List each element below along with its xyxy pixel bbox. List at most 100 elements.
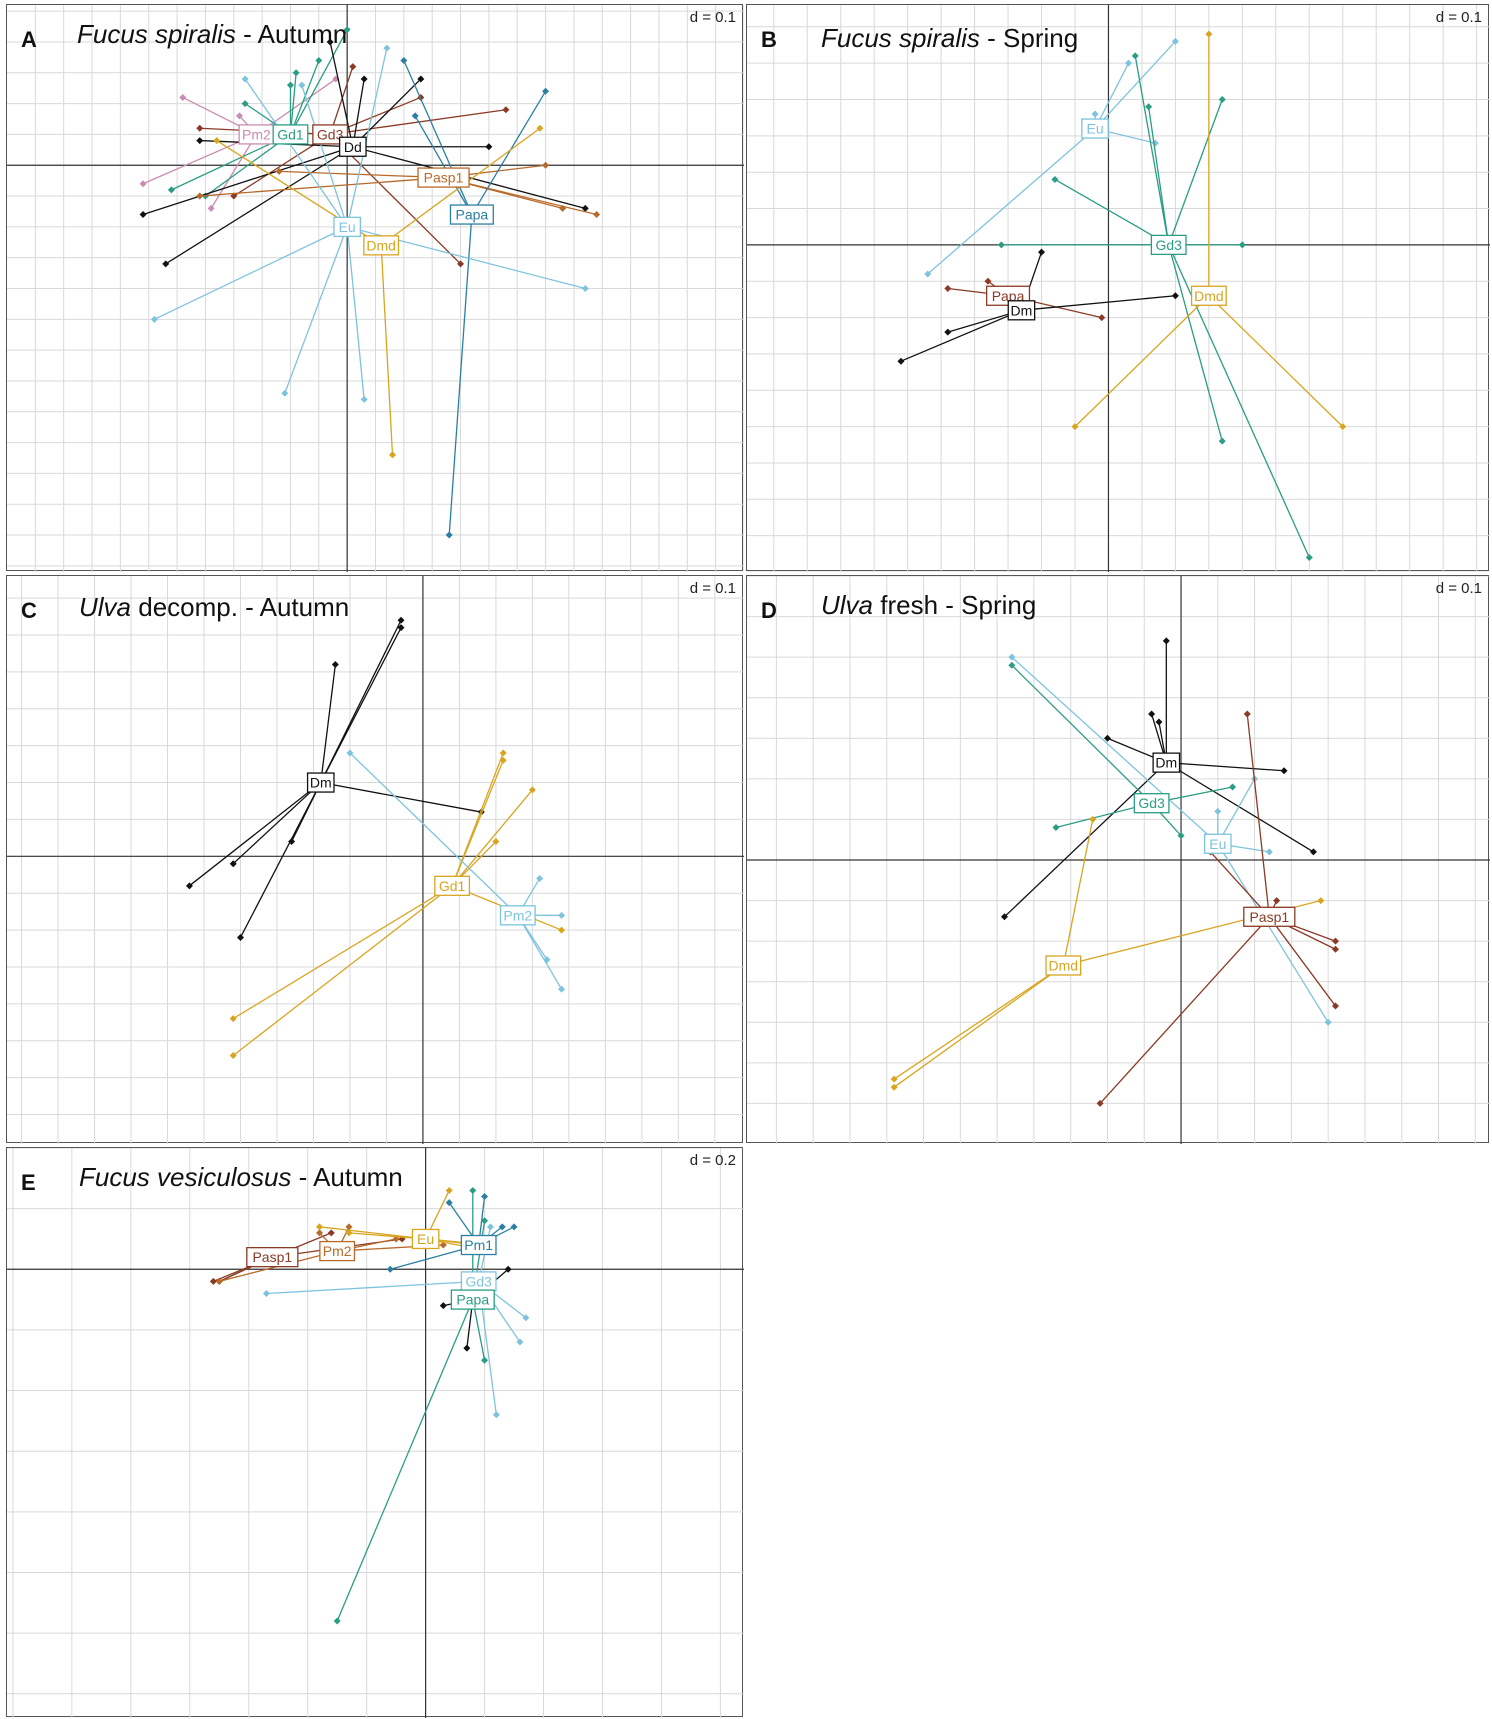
data-point xyxy=(528,786,536,794)
centroid-label: Gd3 xyxy=(312,124,349,145)
data-point xyxy=(1096,1099,1104,1107)
spider-line xyxy=(1209,851,1270,918)
data-point xyxy=(1038,248,1046,256)
data-point xyxy=(1177,832,1185,840)
data-point xyxy=(558,911,566,919)
label-box xyxy=(499,905,536,926)
centroid-label: Eu xyxy=(1081,118,1109,139)
spider-line xyxy=(1094,62,1130,129)
data-point xyxy=(463,1344,471,1352)
data-point xyxy=(536,874,544,882)
panel-d: Dm Gd3 Eu Pasp1 Dmd D Ulva fresh - Spring d … xyxy=(746,575,1490,1144)
centroid-label: Gd1 xyxy=(434,875,471,896)
data-point xyxy=(897,357,905,365)
label-text: Dmd xyxy=(366,237,396,253)
data-point xyxy=(235,112,243,120)
data-point xyxy=(185,882,193,890)
centroid-label: Pasp1 xyxy=(1243,906,1296,927)
group-Gd3 xyxy=(1008,661,1237,840)
data-point xyxy=(345,1229,353,1237)
data-point xyxy=(275,167,283,175)
data-point xyxy=(392,1235,400,1243)
data-point xyxy=(581,204,589,212)
centroid-label: Dmd xyxy=(1045,955,1082,976)
data-point xyxy=(229,1015,237,1023)
data-point xyxy=(360,395,368,403)
data-point xyxy=(890,1083,898,1091)
label-text: Gd3 xyxy=(317,126,344,142)
grid xyxy=(7,5,744,572)
centroid-label: Dd xyxy=(338,136,367,157)
data-point xyxy=(481,1217,489,1225)
spider-line xyxy=(346,226,365,400)
centroid-label: Gd1 xyxy=(272,124,309,145)
data-point xyxy=(411,112,419,120)
data-point xyxy=(492,1411,500,1419)
spider-line xyxy=(1166,761,1285,772)
centroid-label: Dmd xyxy=(1190,285,1227,306)
data-point xyxy=(1051,175,1059,183)
data-point xyxy=(439,1241,447,1249)
spider-line xyxy=(165,146,354,265)
panel-b: Eu Gd3 Dmd Papa Dm B Fucus spiralis - Spring… xyxy=(746,4,1490,572)
data-point xyxy=(1148,710,1156,718)
centroid-label: Eu xyxy=(411,1228,440,1250)
data-point xyxy=(1332,937,1340,945)
data-point xyxy=(997,241,1005,249)
spider-line xyxy=(517,914,563,990)
label-text: Papa xyxy=(456,207,489,223)
spider-line xyxy=(1208,295,1344,428)
spider-line xyxy=(320,627,402,783)
spider-line xyxy=(1134,55,1170,245)
spider-line xyxy=(893,964,1064,1080)
data-point xyxy=(398,1235,406,1243)
spider-line xyxy=(1094,40,1176,130)
data-point xyxy=(502,106,510,114)
data-point xyxy=(481,1193,489,1201)
data-point xyxy=(139,211,147,219)
label-box xyxy=(450,1289,495,1310)
label-box xyxy=(246,1246,299,1268)
label-box xyxy=(312,124,349,145)
label-text: Pm2 xyxy=(242,126,271,142)
data-point xyxy=(944,285,952,292)
data-point xyxy=(1008,661,1016,669)
data-point xyxy=(215,1277,223,1285)
spider-line xyxy=(1011,656,1219,845)
data-point xyxy=(162,260,170,268)
data-point xyxy=(890,1075,898,1083)
panel-title: Fucus vesiculosus - Autumn xyxy=(79,1162,403,1193)
data-point xyxy=(924,270,932,278)
panel-title: Ulva fresh - Spring xyxy=(821,590,1036,621)
data-point xyxy=(445,1186,453,1194)
panel-a: Pm2 Gd1 Gd3 Dd Pasp1 Papa Eu Dmd A Fucus spiral… xyxy=(6,4,744,572)
data-point xyxy=(139,180,147,188)
title-italic: Fucus spiralis xyxy=(821,23,980,53)
grid xyxy=(747,5,1490,572)
data-point xyxy=(288,838,296,846)
panel-title: Fucus spiralis - Autumn xyxy=(77,19,347,50)
plot-area: Dm Gd1 Pm2 xyxy=(7,576,744,1144)
label-box xyxy=(417,167,470,188)
spider-line xyxy=(1062,819,1094,966)
label-text: Pm2 xyxy=(503,907,532,923)
data-point xyxy=(292,69,300,77)
data-point xyxy=(237,933,245,941)
data-point xyxy=(1171,37,1179,45)
spider-line xyxy=(1054,178,1170,246)
group-Dmd xyxy=(890,815,1325,1091)
scale-label: d = 0.1 xyxy=(689,580,736,597)
label-text: Papa xyxy=(456,1292,489,1308)
centroid-label: Gd3 xyxy=(1150,234,1187,256)
data-point xyxy=(315,56,323,64)
label-box xyxy=(1007,300,1036,321)
data-point xyxy=(281,389,289,397)
title-rest: decomp. - Autumn xyxy=(131,592,350,622)
data-point xyxy=(510,1223,518,1231)
label-text: Eu xyxy=(1209,836,1226,852)
spider-line xyxy=(301,84,348,228)
spider-line xyxy=(1217,778,1256,845)
spider-line xyxy=(199,176,444,197)
data-point xyxy=(1089,815,1097,823)
